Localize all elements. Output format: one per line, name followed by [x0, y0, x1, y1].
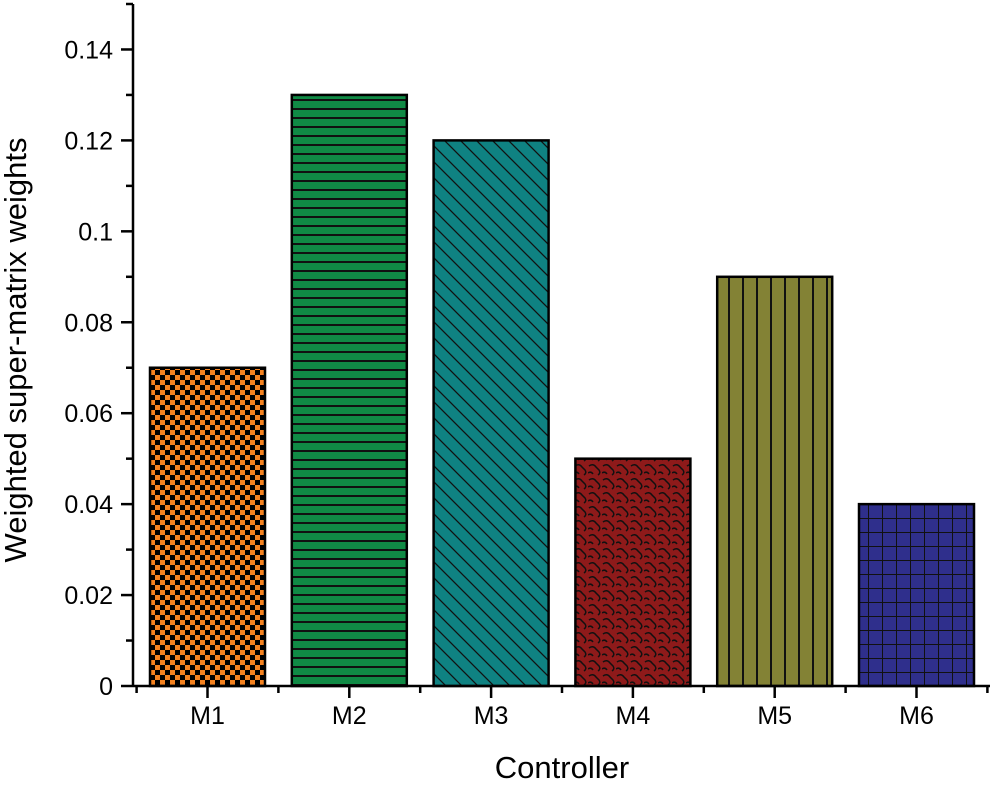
bar-M2: [290, 93, 409, 688]
y-tick-label: 0.06: [64, 400, 113, 428]
x-tick-label: M2: [332, 702, 367, 730]
y-tick-label: 0.1: [78, 218, 113, 246]
bar-M1: [148, 366, 267, 688]
bar-M3: [432, 139, 550, 688]
bar-M6: [857, 502, 976, 688]
x-tick-label: M6: [899, 702, 934, 730]
y-tick-label: 0.04: [64, 491, 113, 519]
axes: 0 0.02 0.04 0.06 0.08 0.1 0.12 0.14 M1 M2 M3 M4 M5 M6: [64, 2, 990, 730]
bars: [148, 93, 976, 688]
y-axis-label: Weighted super-matrix weights: [0, 138, 33, 563]
bar-M4: [574, 457, 692, 688]
y-tick-label: 0.02: [64, 582, 113, 610]
bar-M5: [715, 275, 834, 688]
x-tick-label: M3: [474, 702, 509, 730]
y-tick-label: 0: [99, 673, 113, 701]
y-tick-label: 0.08: [64, 309, 113, 337]
x-axis-label: Controller: [495, 750, 629, 782]
x-tick-label: M5: [757, 702, 792, 730]
y-tick-label: 0.12: [64, 127, 113, 155]
y-tick-label: 0.14: [64, 36, 113, 64]
x-tick-label: M4: [616, 702, 651, 730]
x-tick-label: M1: [190, 702, 225, 730]
